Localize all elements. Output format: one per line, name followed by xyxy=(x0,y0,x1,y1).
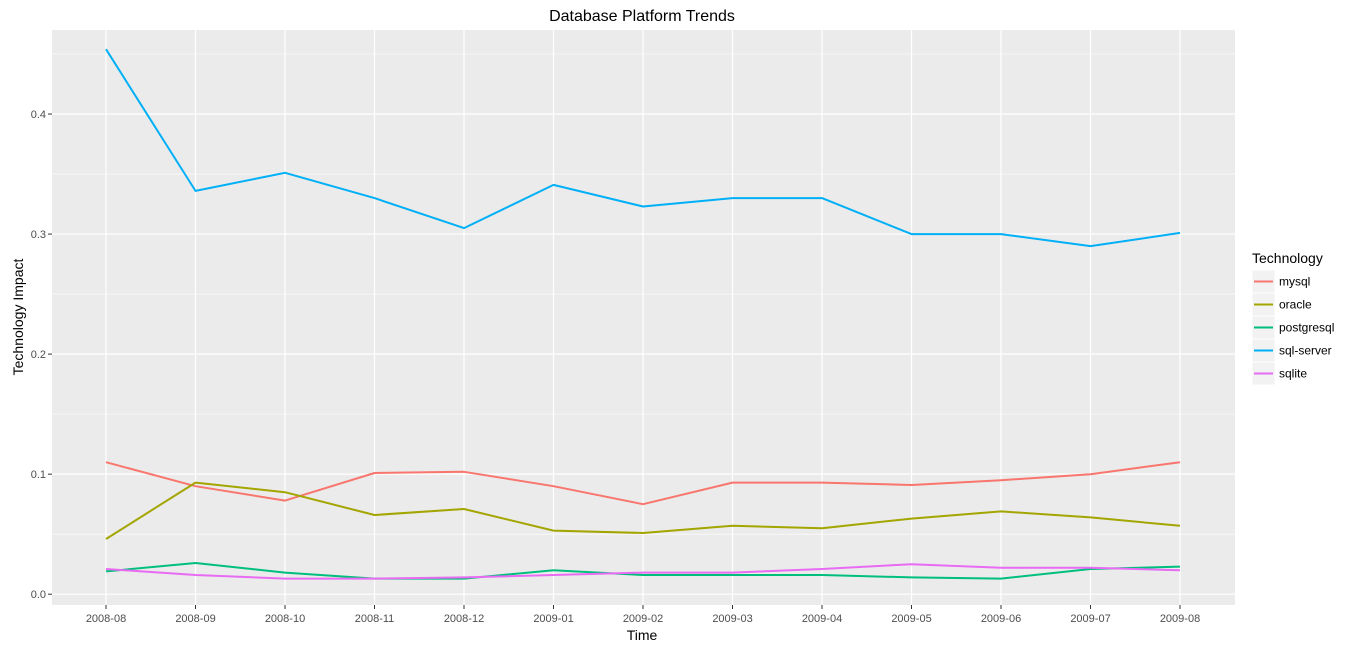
x-tick-label: 2008-10 xyxy=(265,613,305,625)
x-tick-label: 2009-07 xyxy=(1070,613,1110,625)
series-line-sqlite xyxy=(105,563,1181,580)
x-tick-label: 2009-06 xyxy=(981,613,1021,625)
y-tick-label: 0.1 xyxy=(31,469,46,481)
x-tick-label: 2009-04 xyxy=(802,613,842,625)
y-tick-label: 0.4 xyxy=(31,109,46,121)
legend-label-mysql: mysql xyxy=(1279,275,1310,289)
x-tick-label: 2009-03 xyxy=(712,613,752,625)
y-tick-label: 0.2 xyxy=(31,349,46,361)
plot-panel: 0.0 0.1 0.2 0.3 0.4 2008-08 2008-09 2008-10 2008… xyxy=(31,30,1235,625)
legend-label-sql-server: sql-server xyxy=(1279,344,1332,358)
series-line-mysql xyxy=(105,461,1181,506)
x-axis-title: Time xyxy=(627,627,658,643)
x-tick-label: 2008-09 xyxy=(175,613,215,625)
x-tick-label: 2008-12 xyxy=(444,613,484,625)
series-line-oracle xyxy=(105,481,1181,540)
x-tick-label: 2009-01 xyxy=(533,613,573,625)
x-tick-label: 2009-08 xyxy=(1160,613,1200,625)
series-line-postgresql xyxy=(105,562,1181,580)
chart-title: Database Platform Trends xyxy=(549,8,735,25)
legend-label-oracle: oracle xyxy=(1279,298,1312,312)
x-tick-label: 2008-08 xyxy=(86,613,126,625)
legend-title: Technology xyxy=(1252,250,1323,266)
x-tick-label: 2009-05 xyxy=(891,613,931,625)
legend-label-sqlite: sqlite xyxy=(1279,367,1307,381)
y-axis-title: Technology Impact xyxy=(10,259,26,376)
legend-label-postgresql: postgresql xyxy=(1279,321,1334,335)
legend: Technology mysql oracle postgresql sql-serv… xyxy=(1251,250,1334,386)
y-tick-label: 0.0 xyxy=(31,589,46,601)
y-tick-label: 0.3 xyxy=(31,229,46,241)
x-tick-label: 2009-02 xyxy=(623,613,663,625)
series-line-sql-server xyxy=(105,48,1181,248)
x-tick-label: 2008-11 xyxy=(355,613,395,625)
